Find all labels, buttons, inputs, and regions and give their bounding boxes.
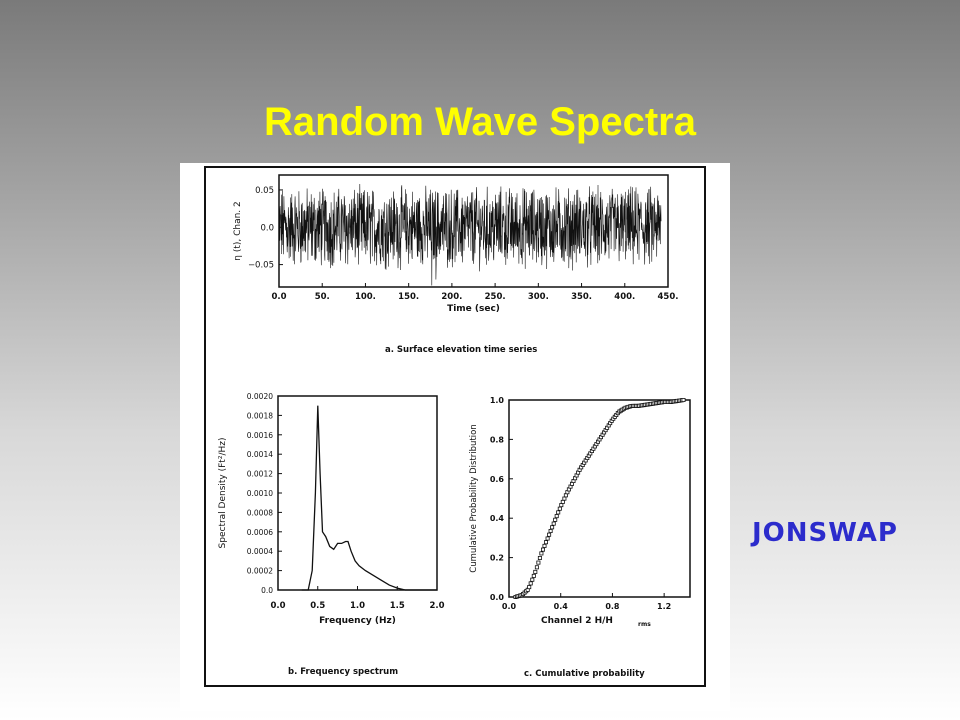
chart-a-y-tick-label: 0.05 [255,186,274,196]
chart-c-x-axis-label-subscript: rms [638,621,651,628]
chart-c-point [539,551,544,556]
chart-c-y-tick-label: 0.8 [490,435,505,444]
chart-c-frame [508,399,691,598]
figure-panel: 0.0 50. 100. 150. 200. 250. 300. 350. 400. 450. 0.… [180,163,730,711]
chart-b-x-tick-label: 1.0 [350,601,365,611]
chart-c-point [553,517,558,522]
chart-c-point [551,521,556,526]
chart-b-y-tick-label: 0.0006 [247,528,273,537]
chart-a: 0.0 50. 100. 150. 200. 250. 300. 350. 400. 450. 0.… [233,174,679,355]
chart-c-x-tick-label: 0.4 [554,602,569,611]
chart-a-x-tick-label: 300. [528,292,549,302]
chart-b-y-axis-label: Spectral Density (Ft²/Hz) [218,438,228,549]
figure-border [204,166,706,687]
chart-c-point [540,547,545,552]
chart-a-x-tick-label: 350. [571,292,592,302]
chart-b-y-tick-label: 0.0016 [247,431,273,440]
chart-b-x-tick-label: 0.0 [270,601,285,611]
chart-a-x-tick-label: 150. [398,292,419,302]
chart-c-point [557,506,562,511]
chart-c-x-tick-label: 0.0 [502,602,517,611]
chart-c-point [556,510,561,515]
chart-b-x-axis-label: Frequency (Hz) [319,616,396,626]
chart-c-y-tick-label: 0.2 [490,554,504,563]
chart-a-y-axis-label: η (t), Chan. 2 [233,201,243,261]
chart-c-point [528,581,533,586]
chart-a-x-tick-label: 100. [355,292,376,302]
chart-b-y-tick-label: 0.0012 [247,470,273,479]
chart-c-x-axis-label: Channel 2 H/H [541,616,613,626]
chart-c-point [543,540,548,545]
chart-a-x-tick-label: 0.0 [271,292,286,302]
chart-c-point [559,503,564,508]
chart-c-point [550,525,555,530]
chart-c-caption: c. Cumulative probability [524,669,645,679]
chart-a-frame [278,174,669,288]
chart-b-x-tick-label: 2.0 [429,601,444,611]
chart-c-y-tick-label: 0.0 [490,593,505,602]
chart-c-y-tick-label: 0.4 [490,514,505,523]
chart-c-point [560,499,565,504]
chart-a-y-tick-label: 0.0 [260,223,274,233]
chart-c-point [548,528,553,533]
chart-a-x-tick-label: 450. [658,292,679,302]
chart-a-caption: a. Surface elevation time series [385,345,537,355]
chart-c-point [681,397,686,402]
chart-c-point [530,577,535,582]
chart-c-point [531,573,536,578]
chart-c-point [545,536,550,541]
chart-c-point [533,569,538,574]
chart-b: 0.0 0.5 1.0 1.5 2.0 0.0 0.0002 0.0004 0.0006 0.00… [218,392,445,677]
chart-c-point [534,565,539,570]
chart-a-x-tick-label: 250. [485,292,506,302]
chart-b-y-tick-label: 0.0004 [247,547,273,556]
chart-b-y-tick-label: 0.0014 [247,450,273,459]
chart-b-y-tick-label: 0.0008 [247,508,273,517]
chart-a-y-tick-label: −0.05 [248,261,274,271]
chart-a-x-tick-label: 400. [614,292,635,302]
chart-b-y-tick-label: 0.0002 [247,567,273,576]
chart-c-y-tick-label: 1.0 [490,396,505,405]
chart-c-point [536,560,541,565]
side-label: JONSWAP [752,518,898,548]
slide-title: Random Wave Spectra [264,100,696,144]
chart-c: 0.0 0.4 0.8 1.2 0.0 0.2 0.4 0.6 0.8 1.0 Channel 2 … [469,396,691,679]
chart-c-x-tick-label: 0.8 [605,602,620,611]
chart-c-point [537,555,542,560]
chart-b-y-tick-label: 0.0 [261,586,273,595]
chart-c-point [542,543,547,548]
chart-b-series-line [301,405,437,591]
chart-b-y-tick-label: 0.0010 [247,489,273,498]
chart-c-point [527,585,532,590]
figure-svg: 0.0 50. 100. 150. 200. 250. 300. 350. 400. 450. 0.… [204,166,706,687]
chart-c-point [562,496,567,501]
chart-c-y-axis-label: Cumulative Probability Distribution [469,424,479,572]
chart-c-x-tick-label: 1.2 [657,602,671,611]
chart-b-frame [277,395,438,591]
chart-b-y-tick-label: 0.0020 [247,392,273,401]
chart-c-point [547,532,552,537]
chart-a-x-axis-label: Time (sec) [447,304,500,314]
chart-b-x-tick-label: 0.5 [310,601,325,611]
chart-a-x-tick-label: 200. [441,292,462,302]
chart-c-point [554,514,559,519]
chart-b-y-tick-label: 0.0018 [247,411,273,420]
chart-a-x-tick-label: 50. [315,292,330,302]
chart-c-y-tick-label: 0.6 [490,475,505,484]
chart-a-series-line [278,183,662,286]
chart-b-caption: b. Frequency spectrum [288,667,398,677]
chart-b-x-tick-label: 1.5 [390,601,405,611]
